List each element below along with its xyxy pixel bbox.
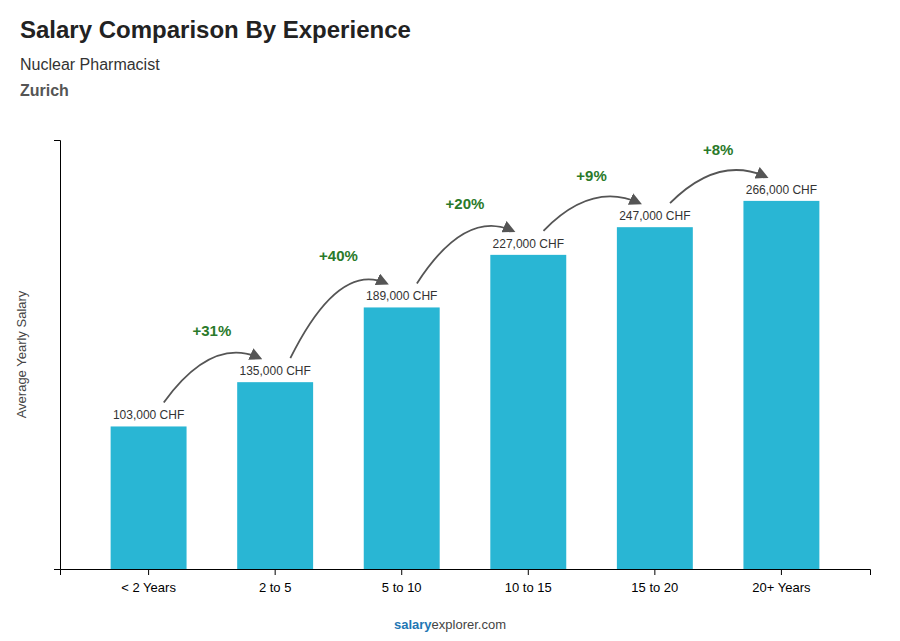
title: Salary Comparison By Experience bbox=[20, 16, 411, 43]
growth-arrow bbox=[417, 226, 513, 284]
x-tick-line bbox=[401, 569, 402, 575]
bar bbox=[617, 227, 693, 569]
bar bbox=[111, 426, 187, 569]
chart: Salary Comparison By Experience Nuclear P… bbox=[0, 0, 900, 641]
x-tick-line bbox=[528, 569, 529, 575]
data-label: 266,000 CHF bbox=[746, 183, 817, 197]
y-axis bbox=[54, 141, 61, 570]
x-tick-line bbox=[654, 569, 655, 575]
growth-arrow bbox=[670, 170, 766, 203]
footer-part: explorer.com bbox=[432, 617, 506, 632]
x-tick-label: < 2 Years bbox=[121, 580, 176, 595]
data-label: 135,000 CHF bbox=[239, 364, 310, 378]
growth-label: +40% bbox=[319, 247, 358, 264]
data-label: 189,000 CHF bbox=[366, 289, 437, 303]
growth-label: +31% bbox=[192, 322, 231, 339]
x-tick-line bbox=[148, 569, 149, 575]
x-tick-label: 10 to 15 bbox=[505, 580, 552, 595]
x-tick: 20+ Years bbox=[752, 569, 811, 595]
data-label: 103,000 CHF bbox=[113, 408, 184, 422]
x-tick-line bbox=[275, 569, 276, 575]
growth-arrow bbox=[543, 196, 639, 230]
x-tick-label: 5 to 10 bbox=[382, 580, 422, 595]
footer: salaryexplorer.com bbox=[394, 617, 506, 632]
subtitle: Zurich bbox=[20, 82, 69, 99]
bars bbox=[111, 201, 820, 569]
data-labels: 103,000 CHF 135,000 CHF 189,000 CHF 227,000… bbox=[113, 183, 817, 423]
growth-label: +9% bbox=[576, 167, 606, 184]
growth-label: +20% bbox=[446, 195, 485, 212]
bar bbox=[364, 307, 440, 569]
x-tick-label: 15 to 20 bbox=[631, 580, 678, 595]
y-axis-label: Average Yearly Salary bbox=[14, 290, 29, 418]
bar bbox=[490, 255, 566, 569]
data-label: 247,000 CHF bbox=[619, 209, 690, 223]
subtitle: Nuclear Pharmacist bbox=[20, 56, 160, 73]
x-tick: < 2 Years bbox=[121, 569, 176, 595]
plot: < 2 Years 2 to 5 5 to 10 10 to 15 15 to 20 20… bbox=[54, 141, 871, 596]
bar bbox=[743, 201, 819, 569]
y-axis-line bbox=[54, 141, 61, 570]
x-axis: < 2 Years 2 to 5 5 to 10 10 to 15 15 to 20 20… bbox=[61, 569, 871, 595]
x-tick: 2 to 5 bbox=[259, 569, 292, 595]
x-tick-label: 2 to 5 bbox=[259, 580, 292, 595]
x-tick-line bbox=[781, 569, 782, 575]
growth-annotations: +31% +40% +20% +9% +8% bbox=[164, 141, 766, 403]
x-axis-line bbox=[61, 570, 871, 576]
x-tick: 15 to 20 bbox=[631, 569, 678, 595]
x-tick: 10 to 15 bbox=[505, 569, 552, 595]
data-label: 227,000 CHF bbox=[493, 237, 564, 251]
x-tick-label: 20+ Years bbox=[752, 580, 811, 595]
growth-arrow bbox=[164, 353, 260, 403]
x-tick: 5 to 10 bbox=[382, 569, 422, 595]
bar bbox=[237, 382, 313, 569]
growth-label: +8% bbox=[703, 141, 733, 158]
growth-arrow bbox=[290, 279, 386, 358]
footer-part: salary bbox=[394, 617, 432, 632]
